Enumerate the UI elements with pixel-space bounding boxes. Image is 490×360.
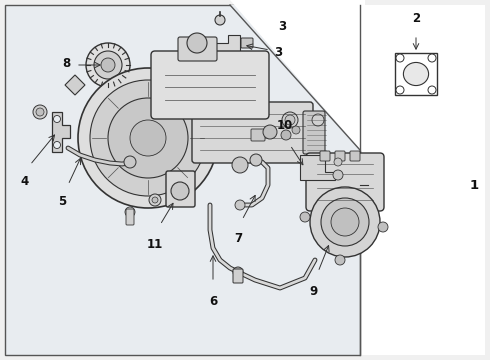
FancyBboxPatch shape [241, 38, 253, 48]
Text: 2: 2 [412, 12, 420, 25]
Circle shape [312, 114, 324, 126]
Circle shape [90, 80, 206, 196]
FancyBboxPatch shape [233, 269, 243, 283]
Polygon shape [52, 112, 70, 152]
Polygon shape [230, 0, 365, 155]
FancyBboxPatch shape [320, 151, 330, 161]
Circle shape [331, 208, 359, 236]
Circle shape [310, 187, 380, 257]
Circle shape [125, 207, 135, 217]
Circle shape [215, 15, 225, 25]
FancyBboxPatch shape [303, 111, 325, 154]
Circle shape [130, 120, 166, 156]
FancyBboxPatch shape [192, 102, 313, 163]
Circle shape [187, 33, 207, 53]
Circle shape [124, 156, 136, 168]
Circle shape [428, 86, 436, 94]
Circle shape [94, 51, 122, 79]
Circle shape [101, 58, 115, 72]
Bar [5, 5, 360, 355]
Circle shape [333, 170, 343, 180]
Circle shape [300, 212, 310, 222]
Circle shape [149, 194, 161, 206]
Text: 11: 11 [147, 238, 163, 251]
Circle shape [235, 200, 245, 210]
Circle shape [250, 154, 262, 166]
Text: 5: 5 [58, 195, 66, 208]
Text: 7: 7 [234, 232, 242, 245]
Circle shape [263, 125, 277, 139]
Circle shape [152, 197, 158, 203]
Polygon shape [205, 35, 240, 53]
Ellipse shape [403, 62, 429, 86]
Text: 4: 4 [21, 175, 29, 188]
Text: 3: 3 [278, 19, 286, 32]
FancyBboxPatch shape [350, 151, 360, 161]
FancyBboxPatch shape [335, 151, 345, 161]
FancyBboxPatch shape [251, 129, 265, 141]
Circle shape [108, 98, 188, 178]
Circle shape [53, 116, 60, 122]
FancyBboxPatch shape [306, 153, 384, 211]
Text: 9: 9 [309, 285, 317, 298]
Circle shape [428, 54, 436, 62]
Circle shape [36, 108, 44, 116]
Circle shape [321, 198, 369, 246]
FancyBboxPatch shape [126, 209, 134, 225]
Circle shape [53, 141, 60, 149]
Text: 10: 10 [277, 119, 293, 132]
Circle shape [396, 54, 404, 62]
Circle shape [33, 105, 47, 119]
Circle shape [281, 130, 291, 140]
Circle shape [78, 68, 218, 208]
Polygon shape [230, 5, 360, 150]
Polygon shape [65, 75, 85, 95]
Circle shape [171, 182, 189, 200]
Bar [395, 53, 437, 95]
Circle shape [335, 255, 345, 265]
Polygon shape [300, 155, 335, 180]
Text: 3: 3 [274, 45, 282, 59]
FancyBboxPatch shape [151, 51, 269, 119]
Circle shape [282, 112, 298, 128]
Circle shape [292, 126, 300, 134]
Circle shape [86, 43, 130, 87]
Circle shape [232, 157, 248, 173]
Circle shape [233, 267, 243, 277]
FancyBboxPatch shape [178, 37, 217, 61]
Circle shape [334, 158, 342, 166]
Circle shape [285, 115, 295, 125]
Text: 8: 8 [62, 57, 70, 69]
Circle shape [396, 86, 404, 94]
Polygon shape [355, 5, 485, 355]
Circle shape [378, 222, 388, 232]
Text: 6: 6 [209, 295, 217, 308]
FancyBboxPatch shape [166, 171, 195, 207]
Text: 1: 1 [469, 179, 479, 192]
